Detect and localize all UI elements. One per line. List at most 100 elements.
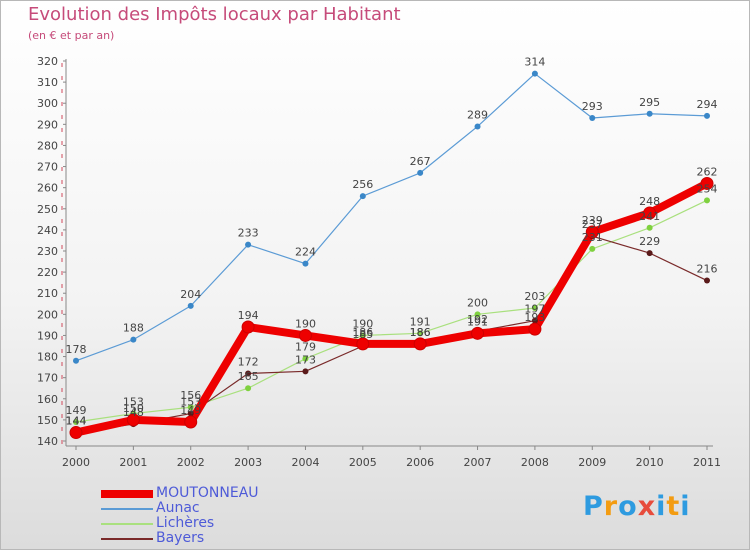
y-tick-label: 250 (37, 203, 58, 216)
data-label-bayers: 173 (295, 353, 316, 366)
data-point-lichres (73, 419, 79, 425)
data-point-lichres (589, 245, 596, 252)
data-point-aunac (417, 169, 424, 176)
series-line-moutonneau (72, 179, 711, 437)
data-point-lichres (417, 330, 424, 337)
y-tick-label: 200 (37, 308, 58, 321)
y-tick-label: 310 (37, 76, 58, 89)
data-label-moutonneau: 186 (410, 326, 431, 339)
y-tick-label: 210 (37, 287, 58, 300)
x-tick-label: 2002 (177, 456, 205, 469)
data-label-bayers: 237 (582, 218, 603, 231)
data-label-moutonneau: 193 (524, 311, 545, 324)
legend-label-bayers: Bayers (156, 530, 205, 546)
data-label-lichres: 191 (410, 315, 431, 328)
data-point-moutonneau (126, 413, 140, 427)
proxiti-logo: Proxiti (583, 491, 691, 522)
data-point-aunac (73, 357, 79, 364)
data-label-aunac: 294 (697, 98, 718, 111)
x-tick-label: 2009 (578, 456, 606, 469)
x-tick-label: 2003 (234, 456, 262, 469)
data-point-bayers (302, 368, 309, 375)
data-label-moutonneau: 149 (180, 404, 201, 417)
x-tick-label: 2001 (119, 456, 147, 469)
data-label-bayers: 144 (66, 415, 87, 428)
logo-letter: o (618, 491, 638, 522)
y-tick-label: 230 (37, 245, 58, 258)
legend-swatch-licheres (101, 523, 153, 525)
data-label-bayers: 153 (180, 396, 201, 409)
y-tick-label: 220 (37, 266, 58, 279)
data-label-aunac: 267 (410, 155, 431, 168)
y-tick-label: 290 (37, 118, 58, 131)
data-point-aunac (359, 193, 366, 200)
data-point-aunac (187, 302, 194, 309)
y-tick-label: 300 (37, 97, 58, 110)
data-point-moutonneau (700, 176, 714, 190)
x-tick-label: 2007 (464, 456, 492, 469)
data-label-bayers: 172 (238, 355, 259, 368)
data-point-aunac (245, 241, 252, 248)
chart-title: Evolution des Impôts locaux par Habitant (28, 4, 401, 25)
data-point-moutonneau (184, 415, 198, 429)
series-line-lichres (75, 199, 708, 423)
y-tick-label: 270 (37, 161, 58, 174)
legend-label-licheres: Lichères (156, 515, 215, 531)
data-point-bayers (646, 250, 653, 257)
data-point-moutonneau (298, 328, 312, 342)
data-point-moutonneau (471, 326, 485, 340)
legend-label-moutonneau: MOUTONNEAU (156, 485, 259, 501)
data-label-aunac: 224 (295, 246, 316, 259)
data-point-bayers (704, 277, 710, 284)
data-point-moutonneau (69, 426, 83, 440)
data-label-aunac: 293 (582, 100, 603, 113)
data-label-moutonneau: 191 (467, 315, 488, 328)
data-label-moutonneau: 150 (123, 402, 144, 415)
data-label-bayers: 185 (352, 328, 373, 341)
data-point-bayers (187, 410, 194, 417)
y-tick-label: 280 (37, 139, 58, 152)
data-label-lichres: 241 (639, 210, 660, 223)
x-tick-label: 2004 (291, 456, 319, 469)
x-tick-label: 2000 (62, 456, 90, 469)
data-label-lichres: 156 (180, 389, 201, 402)
data-label-lichres: 254 (697, 182, 718, 195)
data-point-lichres (245, 385, 252, 392)
data-label-bayers: 197 (524, 303, 545, 316)
data-label-lichres: 149 (66, 404, 87, 417)
x-tick-label: 2011 (693, 456, 721, 469)
data-label-lichres: 153 (123, 396, 144, 409)
logo-letter: x (637, 491, 657, 522)
data-label-aunac: 204 (180, 288, 201, 301)
x-tick-label: 2008 (521, 456, 549, 469)
data-label-bayers: 229 (639, 235, 660, 248)
data-label-bayers: 148 (123, 406, 144, 419)
data-label-aunac: 295 (639, 96, 660, 109)
y-tick-label: 160 (37, 393, 58, 406)
data-point-moutonneau (356, 337, 370, 351)
data-point-moutonneau (585, 225, 599, 239)
logo-letter: P (583, 491, 604, 522)
data-label-moutonneau: 190 (295, 317, 316, 330)
data-label-lichres: 165 (238, 370, 259, 383)
data-label-moutonneau: 194 (238, 309, 259, 322)
y-tick-label: 240 (37, 224, 58, 237)
x-tick-label: 2010 (636, 456, 664, 469)
data-label-lichres: 190 (352, 317, 373, 330)
data-label-moutonneau: 239 (582, 214, 603, 227)
data-point-lichres (359, 332, 366, 339)
data-point-bayers (245, 370, 252, 377)
data-label-lichres: 231 (582, 231, 603, 244)
data-point-moutonneau (643, 206, 657, 220)
data-label-aunac: 314 (524, 56, 545, 69)
x-tick-label: 2005 (349, 456, 377, 469)
logo-letter: r (603, 491, 619, 522)
data-label-moutonneau: 186 (352, 326, 373, 339)
data-point-lichres (646, 224, 653, 231)
legend-swatch-bayers (101, 538, 153, 540)
data-point-aunac (130, 336, 137, 343)
data-label-bayers: 192 (467, 313, 488, 326)
data-point-bayers (531, 317, 538, 324)
data-point-lichres (531, 305, 538, 311)
y-tick-label: 140 (37, 435, 58, 448)
